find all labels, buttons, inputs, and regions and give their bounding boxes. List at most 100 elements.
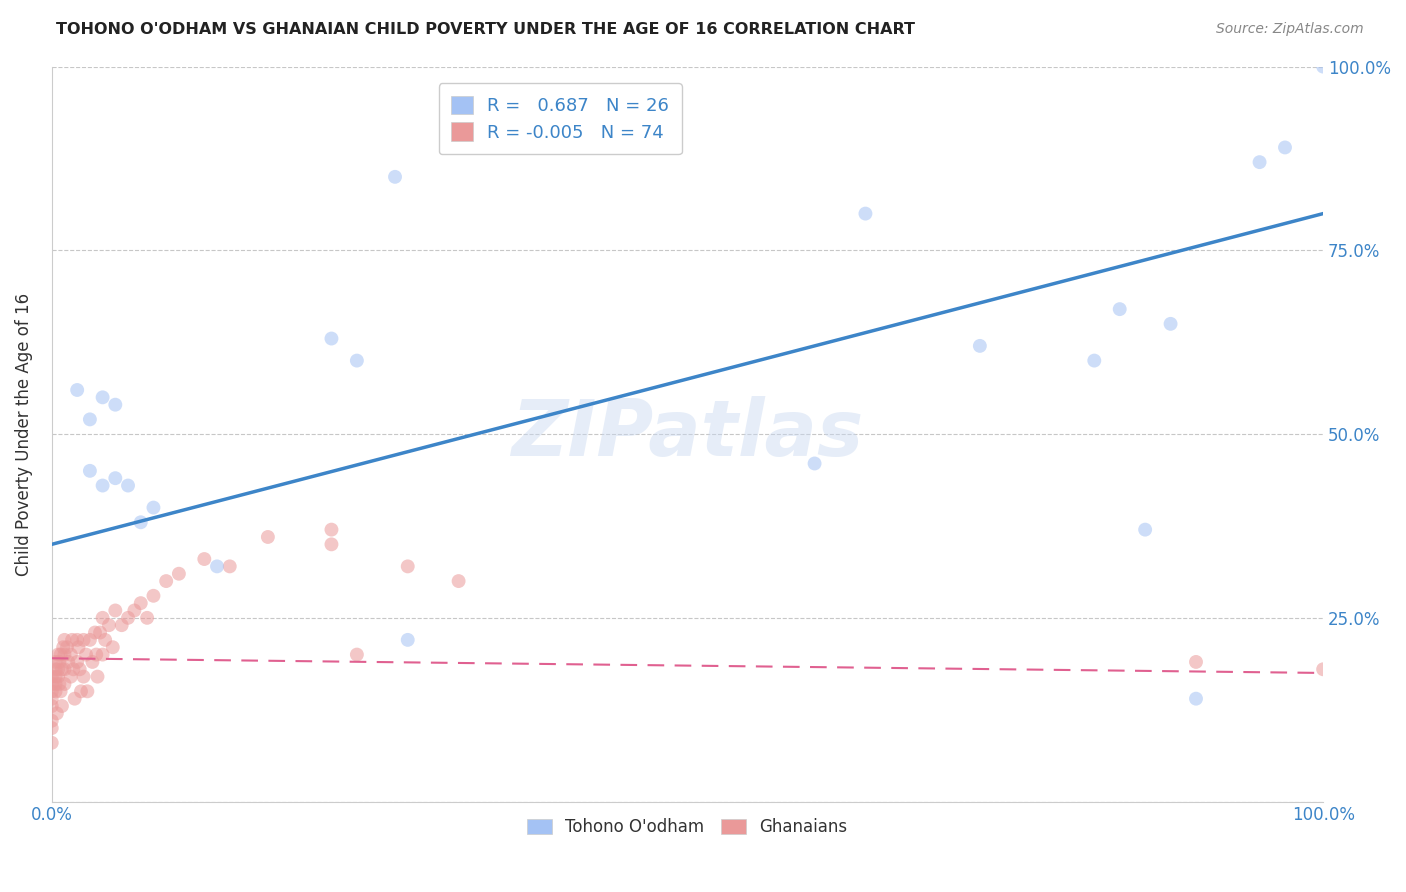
Point	[53, 632, 76, 647]
Point	[167, 566, 190, 581]
Point	[142, 500, 165, 515]
Point	[136, 611, 159, 625]
Point	[49, 684, 72, 698]
Point	[52, 640, 75, 655]
Point	[84, 625, 107, 640]
Point	[1185, 655, 1208, 669]
Point	[46, 662, 69, 676]
Point	[41, 736, 63, 750]
Point	[66, 383, 89, 397]
Point	[60, 632, 83, 647]
Point	[101, 640, 124, 655]
Point	[346, 353, 368, 368]
Point	[1274, 140, 1296, 154]
Point	[56, 640, 79, 655]
Point	[67, 640, 90, 655]
Point	[41, 670, 63, 684]
Point	[1133, 523, 1156, 537]
Point	[104, 398, 127, 412]
Point	[41, 721, 63, 735]
Point	[142, 589, 165, 603]
Point	[89, 625, 111, 640]
Point	[59, 670, 82, 684]
Point	[91, 390, 114, 404]
Point	[1108, 302, 1130, 317]
Point	[53, 677, 76, 691]
Point	[1185, 691, 1208, 706]
Point	[1312, 662, 1334, 676]
Point	[205, 559, 228, 574]
Point	[59, 648, 82, 662]
Point	[51, 662, 73, 676]
Point	[46, 648, 69, 662]
Point	[72, 670, 94, 684]
Point	[94, 632, 117, 647]
Point	[117, 478, 139, 492]
Point	[91, 478, 114, 492]
Point	[70, 684, 93, 698]
Point	[66, 655, 89, 669]
Point	[321, 523, 343, 537]
Point	[75, 648, 97, 662]
Point	[45, 655, 67, 669]
Point	[53, 662, 76, 676]
Point	[84, 648, 107, 662]
Point	[79, 412, 101, 426]
Point	[1312, 60, 1334, 74]
Point	[396, 559, 419, 574]
Point	[111, 618, 134, 632]
Text: TOHONO O'ODHAM VS GHANAIAN CHILD POVERTY UNDER THE AGE OF 16 CORRELATION CHART: TOHONO O'ODHAM VS GHANAIAN CHILD POVERTY…	[56, 22, 915, 37]
Point	[129, 596, 152, 610]
Point	[969, 339, 991, 353]
Text: ZIPatlas: ZIPatlas	[512, 396, 863, 472]
Point	[97, 618, 120, 632]
Point	[41, 677, 63, 691]
Point	[53, 648, 76, 662]
Point	[396, 632, 419, 647]
Point	[48, 655, 70, 669]
Point	[41, 699, 63, 714]
Point	[117, 611, 139, 625]
Point	[49, 648, 72, 662]
Point	[218, 559, 240, 574]
Point	[62, 662, 84, 676]
Point	[91, 648, 114, 662]
Point	[63, 691, 86, 706]
Point	[45, 670, 67, 684]
Legend: Tohono O'odham, Ghanaians: Tohono O'odham, Ghanaians	[519, 810, 856, 845]
Point	[257, 530, 280, 544]
Point	[58, 655, 80, 669]
Point	[45, 684, 67, 698]
Point	[45, 677, 67, 691]
Point	[1160, 317, 1182, 331]
Point	[66, 632, 89, 647]
Point	[45, 662, 67, 676]
Point	[321, 537, 343, 551]
Point	[82, 655, 104, 669]
Point	[41, 714, 63, 728]
Point	[104, 603, 127, 617]
Point	[124, 603, 146, 617]
Y-axis label: Child Poverty Under the Age of 16: Child Poverty Under the Age of 16	[15, 293, 32, 575]
Point	[69, 662, 91, 676]
Point	[1083, 353, 1105, 368]
Point	[48, 677, 70, 691]
Point	[79, 464, 101, 478]
Point	[321, 332, 343, 346]
Point	[79, 632, 101, 647]
Point	[346, 648, 368, 662]
Point	[46, 670, 69, 684]
Point	[51, 699, 73, 714]
Point	[129, 516, 152, 530]
Point	[86, 670, 108, 684]
Point	[72, 632, 94, 647]
Point	[41, 691, 63, 706]
Point	[41, 684, 63, 698]
Point	[193, 552, 215, 566]
Point	[45, 706, 67, 721]
Point	[104, 471, 127, 485]
Point	[1249, 155, 1271, 169]
Text: Source: ZipAtlas.com: Source: ZipAtlas.com	[1216, 22, 1364, 37]
Point	[384, 169, 406, 184]
Point	[855, 206, 877, 220]
